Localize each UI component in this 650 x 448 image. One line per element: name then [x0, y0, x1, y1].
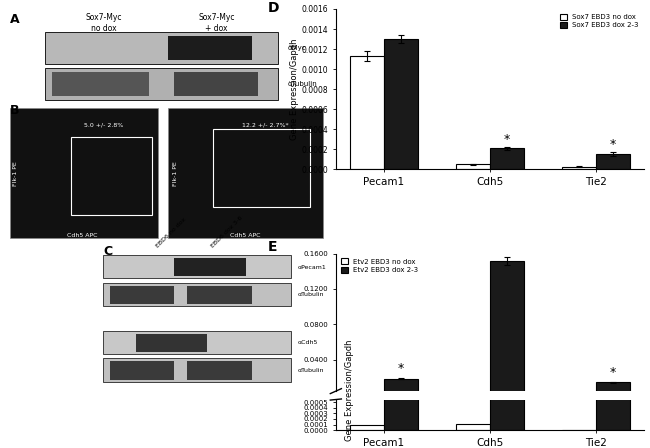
Text: Sox7-Myc
+ dox: Sox7-Myc + dox — [198, 13, 235, 33]
Text: αPecam1: αPecam1 — [297, 265, 326, 270]
Bar — [350, 425, 384, 430]
Bar — [595, 0, 629, 430]
Bar — [110, 286, 174, 304]
Bar — [384, 379, 418, 395]
Bar — [136, 334, 207, 352]
Text: 12.2 +/- 2.7%*: 12.2 +/- 2.7%* — [242, 123, 288, 128]
Text: Flk-1 PE: Flk-1 PE — [173, 161, 178, 185]
Bar — [213, 129, 310, 207]
Bar — [187, 286, 252, 304]
Bar — [168, 36, 252, 60]
Bar — [10, 108, 159, 238]
Text: Cdh5 APC: Cdh5 APC — [230, 233, 261, 238]
Y-axis label: Gene Expression/Gapdh: Gene Expression/Gapdh — [290, 39, 299, 140]
Bar — [562, 167, 595, 169]
Text: B: B — [10, 104, 20, 117]
Bar — [103, 331, 291, 354]
Bar — [103, 255, 291, 279]
Text: αTubulin: αTubulin — [297, 292, 324, 297]
Text: E: E — [268, 240, 278, 254]
Bar — [489, 148, 523, 169]
Bar — [103, 283, 291, 306]
Text: EBD6 no dox: EBD6 no dox — [62, 103, 107, 109]
Text: Flk-1 PE: Flk-1 PE — [13, 161, 18, 185]
Text: Cdh5 APC: Cdh5 APC — [67, 233, 98, 238]
Text: αMyc: αMyc — [287, 45, 306, 51]
Text: Gene Expression/Gapdh: Gene Expression/Gapdh — [345, 339, 354, 440]
Legend: Sox7 EBD3 no dox, Sox7 EBD3 dox 2-3: Sox7 EBD3 no dox, Sox7 EBD3 dox 2-3 — [558, 13, 640, 30]
Bar — [489, 261, 523, 395]
Text: αCdh5: αCdh5 — [297, 340, 318, 345]
Text: αTubulin: αTubulin — [287, 81, 317, 87]
Bar — [384, 0, 418, 430]
Text: Sox7-Myc
no dox: Sox7-Myc no dox — [85, 13, 122, 33]
Text: C: C — [103, 245, 112, 258]
Bar — [384, 39, 418, 169]
Bar — [489, 0, 523, 430]
Bar — [103, 358, 291, 382]
Legend: Etv2 EBD3 no dox, Etv2 EBD3 dox 2-3: Etv2 EBD3 no dox, Etv2 EBD3 dox 2-3 — [339, 257, 420, 275]
Bar — [110, 362, 174, 379]
Text: *: * — [398, 362, 404, 375]
Bar — [350, 56, 384, 169]
Bar — [46, 68, 278, 99]
Text: EBD6 dox3-6: EBD6 dox3-6 — [223, 103, 268, 109]
Bar — [46, 32, 278, 64]
Bar — [456, 424, 489, 430]
Text: *: * — [610, 138, 616, 151]
Text: EBD6 no dox: EBD6 no dox — [155, 217, 187, 249]
Bar — [174, 258, 246, 276]
Text: EBD6 dox 3-6: EBD6 dox 3-6 — [210, 215, 244, 249]
Bar — [168, 108, 323, 238]
Text: αTubulin: αTubulin — [297, 368, 324, 373]
Bar — [187, 362, 252, 379]
Text: *: * — [610, 366, 616, 379]
Bar — [52, 72, 149, 96]
Bar — [595, 382, 629, 395]
Text: D: D — [268, 1, 280, 15]
Text: A: A — [10, 13, 20, 26]
Bar — [595, 154, 629, 169]
Bar — [174, 72, 259, 96]
Text: *: * — [504, 133, 510, 146]
Bar — [456, 164, 489, 169]
Bar — [71, 138, 152, 215]
Text: 5.0 +/- 2.8%: 5.0 +/- 2.8% — [84, 123, 123, 128]
